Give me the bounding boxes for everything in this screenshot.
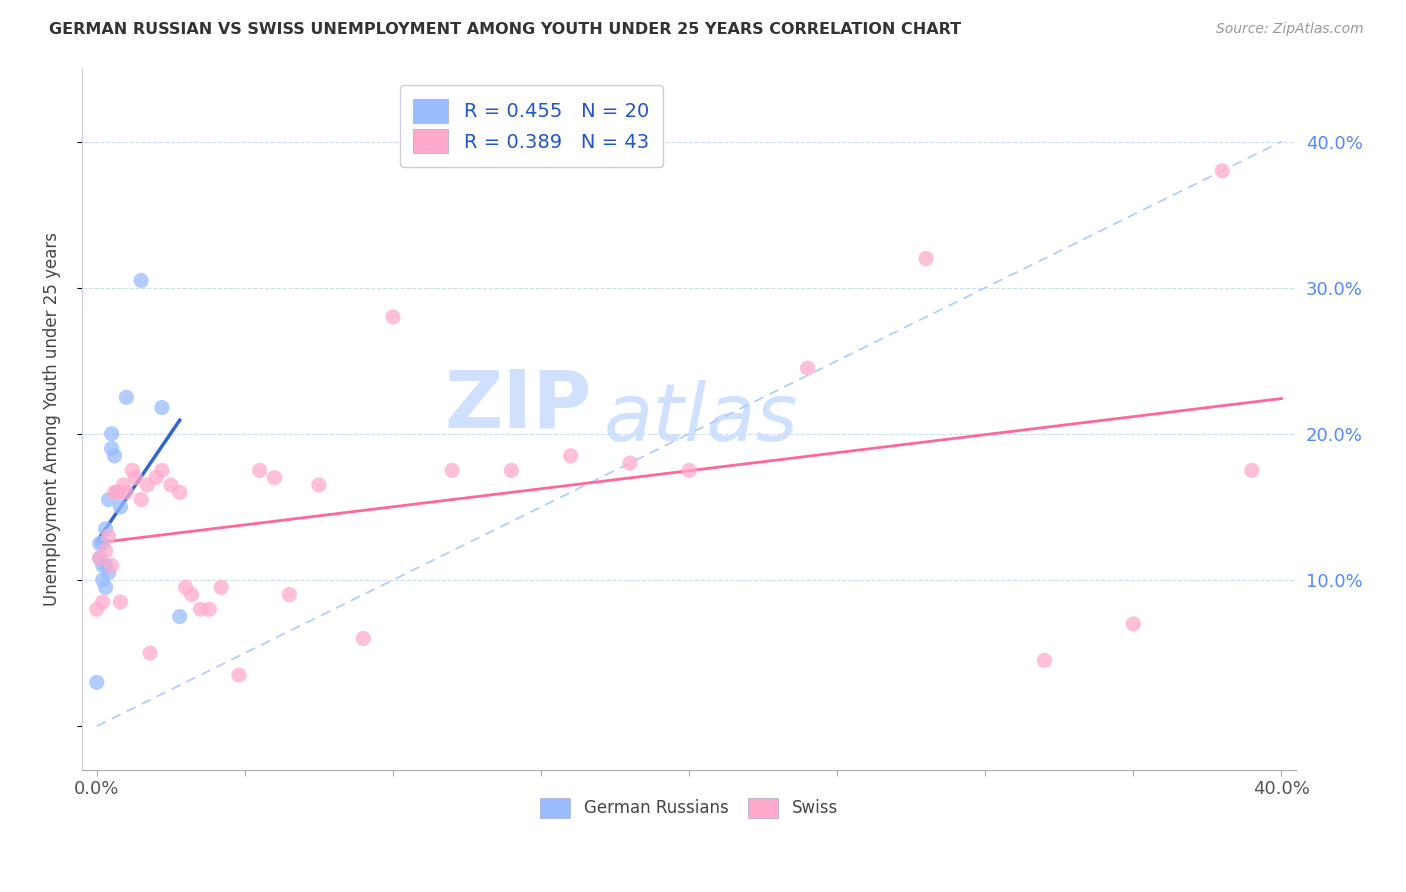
Point <box>124 471 146 485</box>
Point <box>263 471 285 485</box>
Point <box>136 478 159 492</box>
Point <box>91 558 114 573</box>
Point <box>249 463 271 477</box>
Point <box>97 529 120 543</box>
Point <box>915 252 938 266</box>
Point <box>209 580 232 594</box>
Text: Source: ZipAtlas.com: Source: ZipAtlas.com <box>1216 22 1364 37</box>
Point <box>100 558 122 573</box>
Point <box>86 602 108 616</box>
Point <box>678 463 700 477</box>
Point <box>619 456 641 470</box>
Point <box>228 668 250 682</box>
Point <box>560 449 582 463</box>
Y-axis label: Unemployment Among Youth under 25 years: Unemployment Among Youth under 25 years <box>44 232 60 607</box>
Point <box>103 485 125 500</box>
Point <box>1211 164 1233 178</box>
Text: atlas: atlas <box>605 380 799 458</box>
Point <box>91 536 114 550</box>
Point <box>174 580 197 594</box>
Point <box>110 595 132 609</box>
Text: ZIP: ZIP <box>444 367 592 444</box>
Point <box>169 609 191 624</box>
Point <box>501 463 523 477</box>
Point <box>91 595 114 609</box>
Point <box>1033 653 1056 667</box>
Point <box>198 602 221 616</box>
Point <box>150 463 173 477</box>
Legend: German Russians, Swiss: German Russians, Swiss <box>534 791 845 825</box>
Point <box>180 588 202 602</box>
Point <box>796 361 818 376</box>
Point <box>381 310 404 324</box>
Point <box>112 478 135 492</box>
Point <box>94 558 117 573</box>
Point <box>121 463 143 477</box>
Point <box>107 485 129 500</box>
Point <box>94 543 117 558</box>
Point <box>94 522 117 536</box>
Point <box>308 478 330 492</box>
Point <box>91 573 114 587</box>
Point <box>97 566 120 580</box>
Point <box>139 646 162 660</box>
Point <box>159 478 181 492</box>
Point <box>89 536 111 550</box>
Point <box>97 492 120 507</box>
Point <box>145 471 167 485</box>
Point <box>150 401 173 415</box>
Point <box>169 485 191 500</box>
Point <box>129 273 152 287</box>
Point <box>190 602 212 616</box>
Point <box>100 426 122 441</box>
Point <box>89 551 111 566</box>
Point <box>89 551 111 566</box>
Point <box>107 485 129 500</box>
Point <box>100 442 122 456</box>
Point <box>352 632 374 646</box>
Text: GERMAN RUSSIAN VS SWISS UNEMPLOYMENT AMONG YOUTH UNDER 25 YEARS CORRELATION CHAR: GERMAN RUSSIAN VS SWISS UNEMPLOYMENT AMO… <box>49 22 962 37</box>
Point <box>129 492 152 507</box>
Point <box>115 390 138 404</box>
Point <box>115 485 138 500</box>
Point <box>103 449 125 463</box>
Point <box>1240 463 1263 477</box>
Point <box>110 500 132 514</box>
Point <box>1122 616 1144 631</box>
Point <box>86 675 108 690</box>
Point <box>441 463 464 477</box>
Point <box>94 580 117 594</box>
Point <box>278 588 301 602</box>
